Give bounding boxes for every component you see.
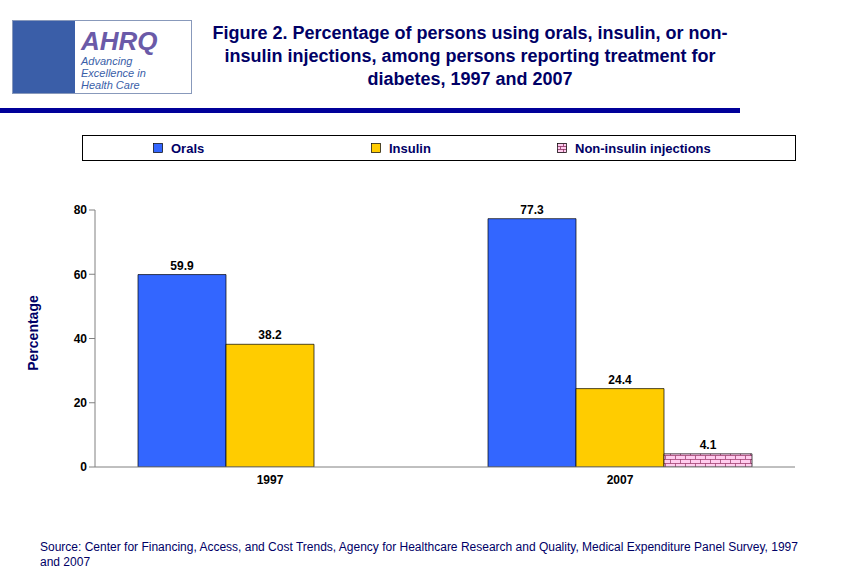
svg-text:0: 0	[80, 460, 87, 474]
html-text:Orals: Orals	[171, 140, 205, 156]
html-text:Source: Center for Financing,: Source: Center for Financing, Access, an…	[40, 540, 798, 569]
svg-text:4.1: 4.1	[700, 438, 717, 452]
html-text:Insulin: Insulin	[389, 140, 431, 156]
svg-text:60: 60	[74, 268, 88, 282]
svg-text:80: 80	[74, 203, 88, 217]
svg-text:77.3: 77.3	[520, 203, 544, 217]
svg-text:1997: 1997	[257, 473, 284, 487]
html-text:Figure 2. Percentage of person: Figure 2. Percentage of persons using or…	[212, 23, 728, 89]
html-text:Advancing Excellence in Health: Advancing Excellence in Health Care	[81, 55, 146, 91]
svg-text:2007: 2007	[607, 473, 634, 487]
svg-text:24.4: 24.4	[608, 373, 632, 387]
svg-text:59.9: 59.9	[170, 259, 194, 273]
html-text:Percentage: Percentage	[25, 295, 41, 371]
html-text:AHRQ: AHRQ	[81, 26, 158, 56]
svg-text:20: 20	[74, 396, 88, 410]
svg-text:38.2: 38.2	[258, 328, 282, 342]
svg-text:40: 40	[74, 332, 88, 346]
html-text:Non-insulin injections: Non-insulin injections	[575, 140, 711, 156]
